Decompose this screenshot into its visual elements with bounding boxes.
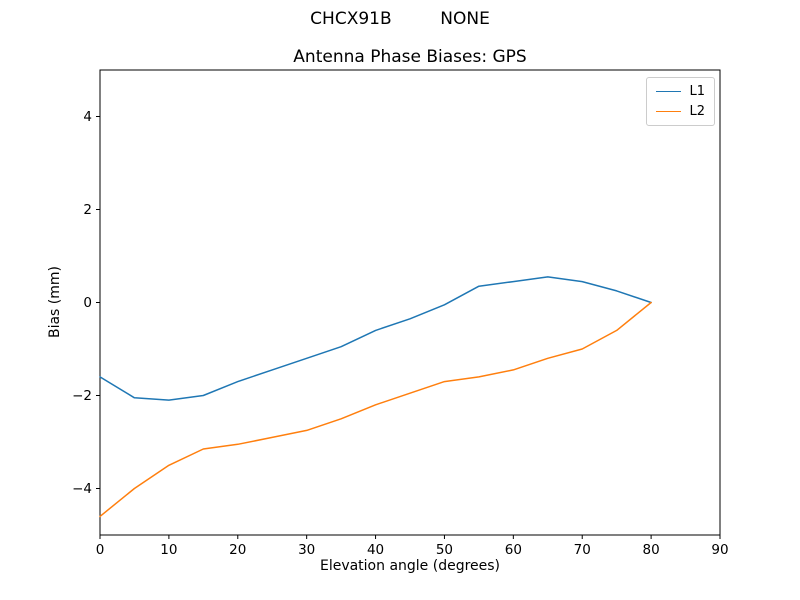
- series-line-L2: [99, 301, 652, 518]
- legend-swatch-l1-line: [656, 91, 682, 92]
- x-tick-label: 30: [298, 542, 315, 558]
- legend-label-l2: L2: [689, 104, 705, 119]
- x-tick-label: 20: [229, 542, 246, 558]
- figure-suptitle: CHCX91B NONE: [310, 9, 490, 29]
- legend-swatch-l2-line: [656, 111, 682, 112]
- x-tick-label: 50: [436, 542, 453, 558]
- y-tick-label: −4: [72, 481, 92, 497]
- legend-label-l1: L1: [689, 84, 705, 99]
- series-line-L1: [99, 276, 652, 401]
- x-tick-label: 0: [96, 542, 105, 558]
- legend: L1 L2: [646, 77, 715, 126]
- legend-item-l2: L2: [656, 103, 705, 120]
- x-tick-label: 10: [160, 542, 177, 558]
- legend-item-l1: L1: [656, 83, 705, 100]
- x-tick-label: 60: [505, 542, 522, 558]
- y-tick-label: −2: [72, 388, 92, 404]
- axes-frame: [99, 69, 721, 536]
- y-tick-label: 0: [83, 295, 92, 311]
- chart-title: Antenna Phase Biases: GPS: [293, 47, 527, 67]
- x-axis-label: Elevation angle (degrees): [319, 558, 501, 574]
- x-tick-label: 80: [643, 542, 660, 558]
- x-tick-label: 70: [574, 542, 591, 558]
- y-tick-label: 2: [83, 202, 92, 218]
- x-tick-label: 90: [711, 542, 728, 558]
- x-tick-label: 40: [367, 542, 384, 558]
- y-tick-label: 4: [83, 109, 92, 125]
- y-axis-label: Bias (mm): [47, 265, 63, 339]
